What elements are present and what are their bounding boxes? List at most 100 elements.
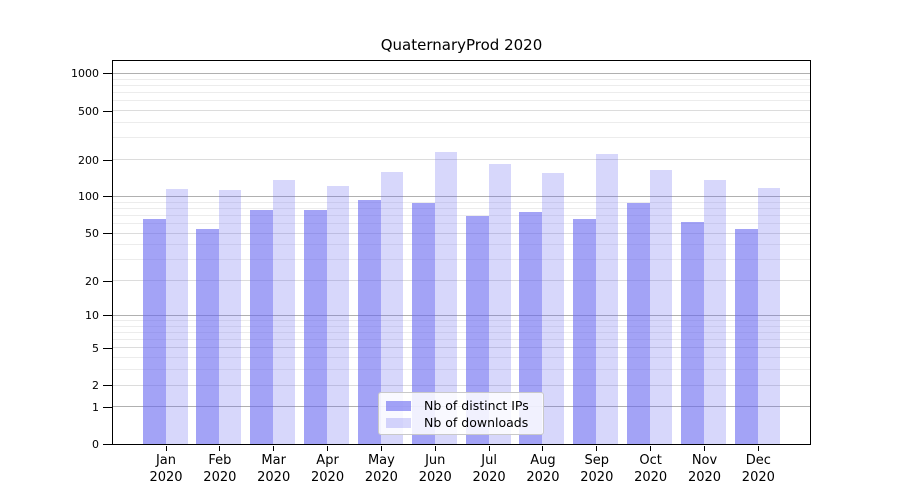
legend-item-downloads: Nb of downloads <box>386 415 543 431</box>
bar-distinct-ips-aug <box>519 212 543 444</box>
bar-distinct-ips-oct <box>627 203 651 444</box>
x-label-month-jul: Jul <box>481 453 497 468</box>
x-label-year-mar: 2020 <box>257 470 291 485</box>
gridline-500 <box>113 110 810 112</box>
y-tick-500 <box>103 110 112 112</box>
gridline-minor-400 <box>113 122 810 124</box>
x-label-month-may: May <box>367 453 395 468</box>
x-tick-jul <box>488 445 490 451</box>
legend-swatch-downloads <box>386 418 411 428</box>
bar-distinct-ips-apr <box>304 210 328 444</box>
gridline-minor-900 <box>113 78 810 80</box>
x-label-month-apr: Apr <box>316 453 339 468</box>
x-label-year-may: 2020 <box>364 470 398 485</box>
x-label-month-sep: Sep <box>584 453 610 468</box>
bar-downloads-jul <box>488 164 511 444</box>
plot-area <box>112 60 811 445</box>
gridline-minor-300 <box>113 137 810 139</box>
x-tick-aug <box>542 445 544 451</box>
y-tick-2 <box>103 385 112 387</box>
bar-downloads-sep <box>596 154 619 444</box>
x-tick-label-apr: Apr 2020 <box>300 452 356 486</box>
x-tick-dec <box>757 445 759 451</box>
y-tick-1000 <box>103 73 112 75</box>
legend: Nb of distinct IPs Nb of downloads <box>378 392 544 435</box>
y-tick-label-50: 50 <box>85 227 99 241</box>
bar-distinct-ips-mar <box>250 210 274 444</box>
bar-downloads-apr <box>327 186 350 444</box>
x-tick-may <box>380 445 382 451</box>
bar-downloads-feb <box>219 189 242 444</box>
y-tick-200 <box>103 159 112 161</box>
bar-downloads-oct <box>650 170 673 444</box>
y-tick-label-200: 200 <box>78 153 99 167</box>
bar-distinct-ips-may <box>357 200 381 444</box>
legend-item-distinct-ips: Nb of distinct IPs <box>386 398 543 414</box>
bar-downloads-dec <box>757 187 780 444</box>
x-label-year-dec: 2020 <box>741 470 775 485</box>
y-tick-100 <box>103 196 112 198</box>
y-tick-50 <box>103 233 112 235</box>
x-tick-label-sep: Sep 2020 <box>569 452 625 486</box>
x-tick-label-jan: Jan 2020 <box>138 452 194 486</box>
x-label-month-aug: Aug <box>530 453 556 468</box>
x-tick-jun <box>434 445 436 451</box>
y-tick-label-5: 5 <box>92 341 99 355</box>
y-tick-label-10: 10 <box>85 309 99 323</box>
x-tick-apr <box>327 445 329 451</box>
x-label-year-jul: 2020 <box>472 470 506 485</box>
x-tick-mar <box>273 445 275 451</box>
x-label-year-aug: 2020 <box>526 470 560 485</box>
gridline-200 <box>113 159 810 161</box>
x-tick-label-oct: Oct 2020 <box>623 452 679 486</box>
x-label-year-feb: 2020 <box>203 470 237 485</box>
x-label-month-oct: Oct <box>639 453 662 468</box>
x-label-month-jan: Jan <box>155 453 177 468</box>
legend-label-downloads: Nb of downloads <box>424 415 529 430</box>
bar-distinct-ips-jun <box>411 202 435 444</box>
bar-distinct-ips-jul <box>465 216 489 444</box>
y-tick-20 <box>103 280 112 282</box>
bar-distinct-ips-dec <box>734 229 758 444</box>
bar-downloads-may <box>380 172 403 444</box>
gridline-minor-800 <box>113 84 810 86</box>
y-tick-5 <box>103 347 112 349</box>
bar-downloads-mar <box>273 179 296 444</box>
chart-title: QuaternaryProd 2020 <box>380 36 543 54</box>
x-tick-label-jul: Jul 2020 <box>461 452 517 486</box>
legend-swatch-distinct-ips <box>386 401 411 411</box>
x-label-month-mar: Mar <box>261 453 286 468</box>
y-tick-label-1: 1 <box>92 400 99 414</box>
bar-downloads-jun <box>434 152 457 444</box>
x-tick-label-nov: Nov 2020 <box>677 452 733 486</box>
x-label-year-jun: 2020 <box>418 470 452 485</box>
legend-label-distinct-ips: Nb of distinct IPs <box>424 398 529 413</box>
x-tick-oct <box>650 445 652 451</box>
x-label-year-nov: 2020 <box>687 470 722 485</box>
x-label-year-sep: 2020 <box>580 470 614 485</box>
x-label-month-dec: Dec <box>745 453 771 468</box>
bar-distinct-ips-feb <box>196 229 220 444</box>
bar-downloads-aug <box>542 173 565 444</box>
y-tick-label-1000: 1000 <box>71 67 99 81</box>
gridline-major-1000 <box>113 72 810 74</box>
gridline-minor-600 <box>113 100 810 102</box>
x-tick-label-aug: Aug 2020 <box>515 452 571 486</box>
y-tick-label-100: 100 <box>78 190 99 204</box>
x-tick-jan <box>165 445 167 451</box>
x-label-year-apr: 2020 <box>311 470 345 485</box>
x-tick-label-may: May 2020 <box>353 452 409 486</box>
x-tick-nov <box>704 445 705 451</box>
y-tick-0 <box>103 444 112 445</box>
x-tick-feb <box>219 445 221 451</box>
x-label-month-nov: Nov <box>691 453 718 468</box>
x-tick-label-jun: Jun 2020 <box>407 452 463 486</box>
y-tick-label-2: 2 <box>92 379 99 393</box>
x-tick-label-mar: Mar 2020 <box>246 452 302 486</box>
x-tick-label-feb: Feb 2020 <box>192 452 248 486</box>
y-tick-label-20: 20 <box>85 274 99 288</box>
x-label-year-jan: 2020 <box>149 470 183 485</box>
bar-downloads-jan <box>165 189 188 444</box>
y-tick-label-500: 500 <box>78 104 99 118</box>
bar-distinct-ips-jan <box>142 218 166 444</box>
